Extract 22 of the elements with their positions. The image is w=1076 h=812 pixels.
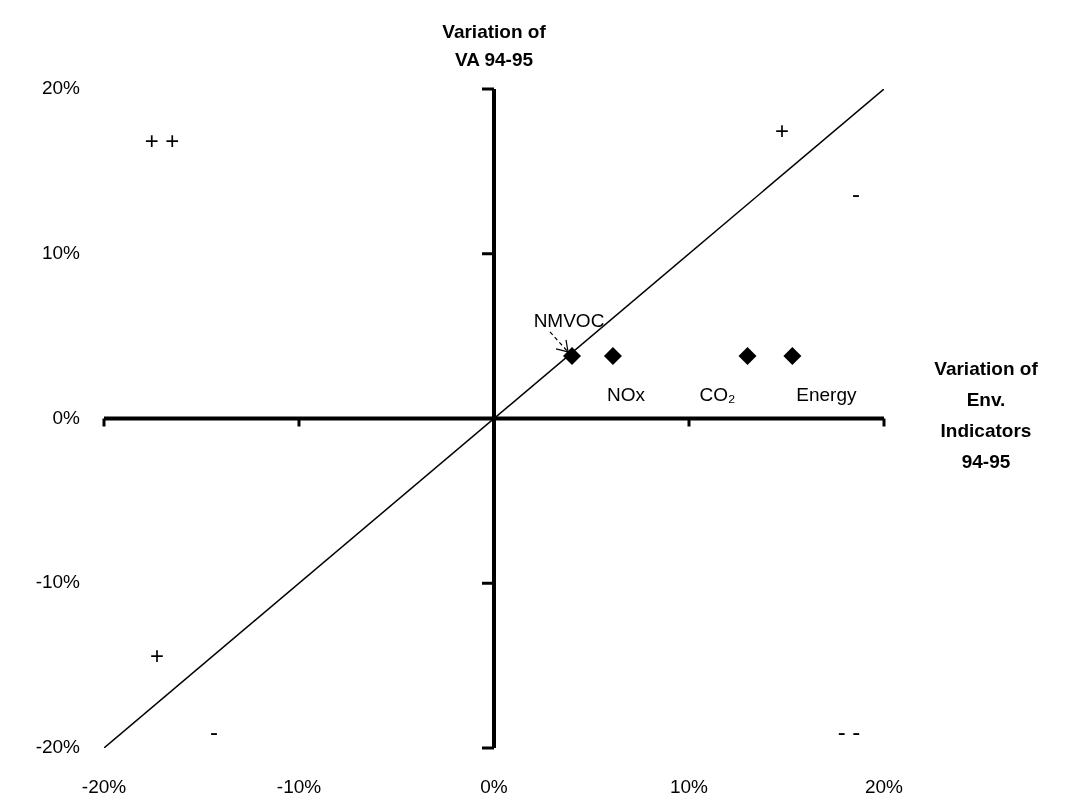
x-tick-label: 20%: [864, 775, 904, 797]
annotation: -: [210, 717, 218, 745]
annotation: + +: [144, 126, 180, 154]
x-tick-label: 10%: [669, 775, 709, 797]
y-tick-label: 20%: [41, 77, 81, 99]
y-tick-label: -20%: [35, 736, 81, 758]
annotation: -: [852, 179, 860, 207]
annotation: NOx: [606, 384, 646, 406]
annotation: +: [774, 116, 790, 144]
y-tick-label: -10%: [35, 571, 81, 593]
x-axis-title: Variation of Env. Indicators 94-95: [934, 358, 1039, 473]
annotation: CO₂: [699, 384, 736, 406]
y-axis-title: Variation of VA 94-95: [442, 21, 547, 71]
x-tick-label: -20%: [81, 775, 127, 797]
annotation: Energy: [796, 384, 857, 406]
x-tick-label: -10%: [276, 775, 322, 797]
annotation: - -: [837, 717, 861, 745]
x-tick-label: 0%: [480, 775, 508, 797]
annotation: NMVOC: [533, 310, 605, 332]
y-tick-label: 0%: [52, 406, 81, 428]
y-tick-label: 10%: [41, 241, 81, 263]
annotation: +: [149, 641, 165, 669]
